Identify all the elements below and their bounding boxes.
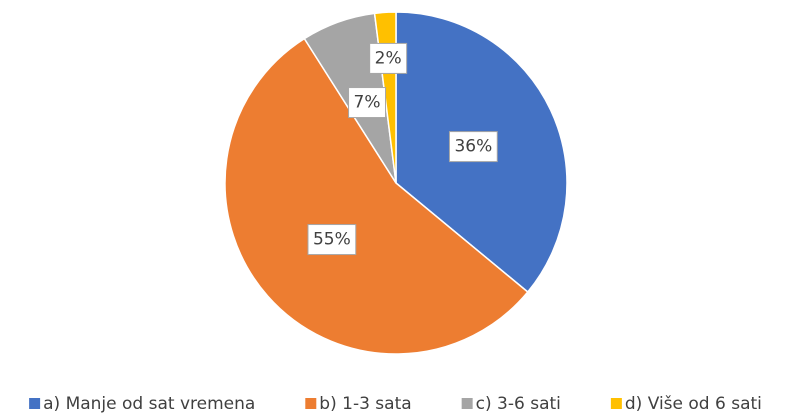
data-label-box (369, 42, 408, 74)
legend-label: a) Manje od sat vremena (43, 394, 255, 414)
legend-label: b) 1-3 sata (319, 394, 411, 414)
legend-swatch (461, 398, 473, 409)
legend-swatch (29, 398, 41, 409)
data-label: 2% (375, 48, 402, 68)
legend-swatch (305, 398, 317, 409)
data-label-box (348, 87, 387, 119)
data-label-box (307, 224, 357, 256)
pie-slice (224, 37, 529, 355)
legend-label: d) Više od 6 sati (625, 394, 762, 414)
data-label: 55% (313, 230, 351, 250)
data-label-box (448, 131, 498, 163)
data-label: 36% (454, 137, 492, 157)
legend-swatch (610, 398, 622, 409)
legend-label: c) 3-6 sati (476, 394, 561, 414)
data-label: 7% (354, 93, 381, 113)
